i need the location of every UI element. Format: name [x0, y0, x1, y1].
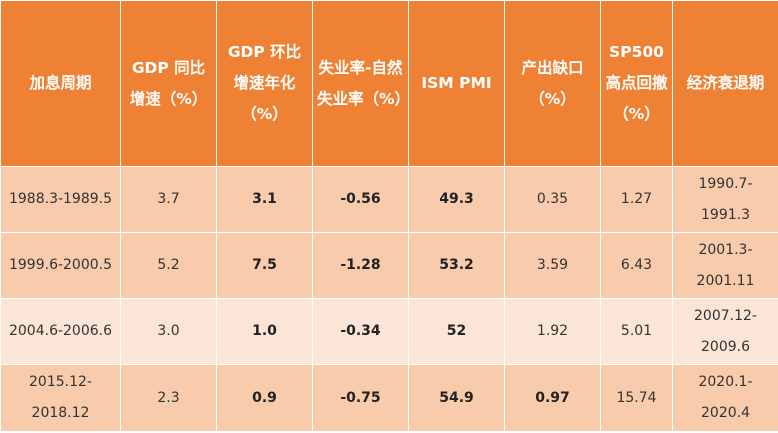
header-hike-cycle: 加息周期: [0, 0, 121, 167]
cell-ism-pmi: 49.3: [408, 166, 505, 233]
cell-gdp-yoy: 5.2: [120, 232, 217, 299]
cell-output-gap: 3.59: [504, 232, 601, 299]
header-row: 加息周期 GDP 同比增速（%） GDP 环比增速年化（%） 失业率-自然失业率…: [0, 0, 778, 167]
header-ism-pmi: ISM PMI: [408, 0, 505, 167]
header-recession-period: 经济衰退期: [672, 0, 778, 167]
header-sp500-drawdown: SP500高点回撤（%）: [600, 0, 673, 167]
cell-output-gap: 0.97: [504, 364, 601, 432]
cell-unemployment-gap: -0.56: [312, 166, 409, 233]
cell-hike-cycle: 1988.3-1989.5: [0, 166, 121, 233]
cell-ism-pmi: 54.9: [408, 364, 505, 432]
cell-sp500-drawdown: 6.43: [600, 232, 673, 299]
cell-unemployment-gap: -1.28: [312, 232, 409, 299]
cell-gdp-qoq-annualized: 7.5: [216, 232, 313, 299]
table-row: 2004.6-2006.6 3.0 1.0 -0.34 52 1.92 5.01…: [0, 298, 778, 365]
cell-recession-period: 2001.3-2001.11: [672, 232, 778, 299]
cell-unemployment-gap: -0.75: [312, 364, 409, 432]
cell-gdp-yoy: 2.3: [120, 364, 217, 432]
cell-gdp-qoq-annualized: 1.0: [216, 298, 313, 365]
table-row: 1999.6-2000.5 5.2 7.5 -1.28 53.2 3.59 6.…: [0, 232, 778, 299]
cell-output-gap: 1.92: [504, 298, 601, 365]
cell-gdp-qoq-annualized: 3.1: [216, 166, 313, 233]
cell-recession-period: 2007.12-2009.6: [672, 298, 778, 365]
header-output-gap: 产出缺口（%）: [504, 0, 601, 167]
header-gdp-yoy: GDP 同比增速（%）: [120, 0, 217, 167]
cell-sp500-drawdown: 5.01: [600, 298, 673, 365]
cell-unemployment-gap: -0.34: [312, 298, 409, 365]
cell-gdp-qoq-annualized: 0.9: [216, 364, 313, 432]
table-row: 2015.12-2018.12 2.3 0.9 -0.75 54.9 0.97 …: [0, 364, 778, 432]
table-row: 1988.3-1989.5 3.7 3.1 -0.56 49.3 0.35 1.…: [0, 166, 778, 233]
cell-sp500-drawdown: 1.27: [600, 166, 673, 233]
cell-gdp-yoy: 3.0: [120, 298, 217, 365]
cell-hike-cycle: 2015.12-2018.12: [0, 364, 121, 432]
header-unemployment-gap: 失业率-自然失业率（%）: [312, 0, 410, 167]
cell-sp500-drawdown: 15.74: [600, 364, 673, 432]
cell-recession-period: 1990.7-1991.3: [672, 166, 778, 233]
cell-output-gap: 0.35: [504, 166, 601, 233]
cell-ism-pmi: 53.2: [408, 232, 505, 299]
cell-hike-cycle: 1999.6-2000.5: [0, 232, 121, 299]
cell-hike-cycle: 2004.6-2006.6: [0, 298, 121, 365]
cell-gdp-yoy: 3.7: [120, 166, 217, 233]
header-gdp-qoq-annualized: GDP 环比增速年化（%）: [216, 0, 313, 167]
cell-ism-pmi: 52: [408, 298, 505, 365]
cell-recession-period: 2020.1-2020.4: [672, 364, 778, 432]
